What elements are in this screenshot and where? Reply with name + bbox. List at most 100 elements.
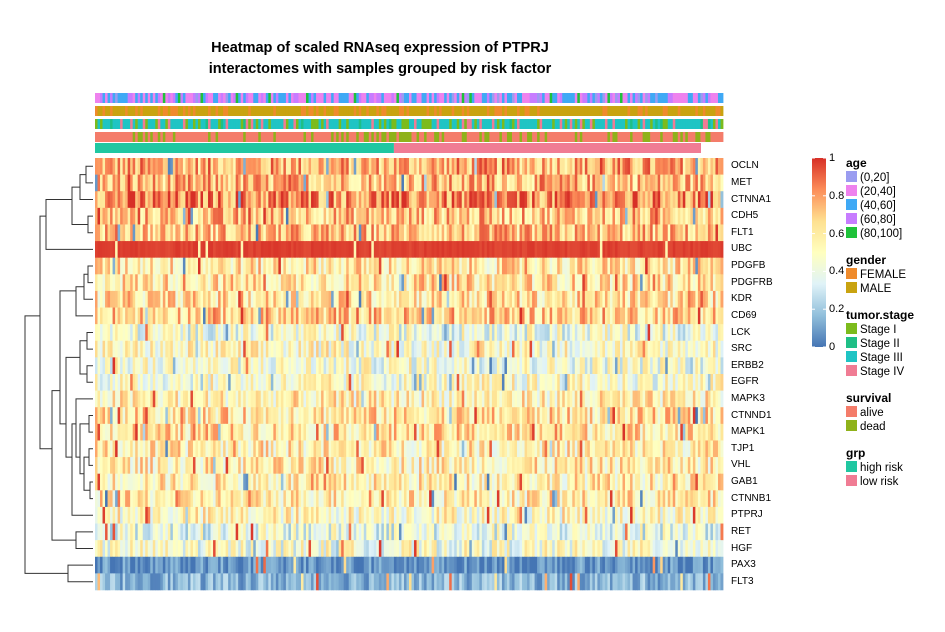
heatmap-cell bbox=[341, 207, 345, 225]
heatmap-cell bbox=[255, 207, 259, 225]
heatmap-cell bbox=[268, 407, 272, 425]
heatmap-cell bbox=[419, 290, 422, 308]
heatmap-cell bbox=[250, 274, 254, 292]
heatmap-cell bbox=[341, 374, 345, 391]
heatmap-cell bbox=[333, 257, 337, 275]
heatmap-cell bbox=[577, 407, 581, 425]
annotation-cell bbox=[263, 106, 267, 116]
heatmap-cell bbox=[263, 340, 267, 358]
heatmap-cell bbox=[157, 390, 161, 408]
heatmap-cell bbox=[647, 158, 651, 175]
heatmap-cell bbox=[170, 274, 174, 292]
annotation-cell bbox=[517, 106, 520, 116]
heatmap-cell bbox=[589, 340, 593, 358]
annotation-cell bbox=[484, 93, 488, 103]
heatmap-cell bbox=[142, 374, 146, 391]
heatmap-cell bbox=[506, 158, 510, 175]
heatmap-cell bbox=[429, 407, 433, 425]
heatmap-cell bbox=[295, 224, 299, 242]
heatmap-cell bbox=[544, 307, 548, 325]
heatmap-cell bbox=[353, 407, 357, 425]
heatmap-cell bbox=[363, 207, 367, 225]
heatmap-cell bbox=[150, 407, 154, 425]
heatmap-cell bbox=[680, 390, 684, 408]
heatmap-cell bbox=[238, 307, 242, 325]
heatmap-cell bbox=[177, 340, 181, 358]
annotation-cell bbox=[228, 119, 232, 129]
heatmap-cell bbox=[609, 374, 613, 391]
heatmap-cell bbox=[672, 207, 676, 225]
heatmap-cell bbox=[620, 290, 623, 308]
heatmap-cell bbox=[434, 407, 438, 425]
annotation-cell bbox=[230, 132, 234, 142]
annotation-cell bbox=[532, 119, 535, 129]
annotation-cell bbox=[248, 119, 252, 129]
heatmap-cell bbox=[424, 390, 427, 408]
annotation-cell bbox=[383, 132, 387, 142]
heatmap-cell bbox=[444, 207, 448, 225]
heatmap-cell bbox=[632, 158, 636, 175]
heatmap-cell bbox=[414, 324, 417, 342]
heatmap-cell bbox=[484, 407, 488, 425]
heatmap-cell bbox=[587, 390, 591, 408]
heatmap-cell bbox=[617, 357, 621, 375]
heatmap-cell bbox=[717, 241, 721, 258]
heatmap-cell bbox=[594, 390, 598, 408]
heatmap-cell bbox=[368, 191, 372, 209]
heatmap-cell bbox=[250, 174, 254, 192]
heatmap-cell bbox=[192, 390, 196, 408]
annotation-cell bbox=[162, 93, 166, 103]
heatmap-cell bbox=[682, 158, 686, 175]
heatmap-cell bbox=[614, 390, 618, 408]
heatmap-cell bbox=[579, 224, 583, 242]
heatmap-cell bbox=[682, 274, 686, 292]
heatmap-cell bbox=[444, 224, 448, 242]
heatmap-cell bbox=[112, 257, 116, 275]
heatmap-cell bbox=[358, 274, 362, 292]
heatmap-cell bbox=[185, 324, 189, 342]
heatmap-cell bbox=[100, 174, 103, 192]
heatmap-cell bbox=[253, 241, 257, 258]
heatmap-cell bbox=[175, 224, 179, 242]
heatmap-cell bbox=[444, 174, 448, 192]
annotation-cell bbox=[293, 132, 297, 142]
heatmap-cell bbox=[695, 241, 699, 258]
heatmap-cell bbox=[316, 174, 319, 192]
heatmap-cell bbox=[682, 324, 686, 342]
annotation-cell bbox=[567, 119, 571, 129]
heatmap-cell bbox=[416, 274, 420, 292]
heatmap-cell bbox=[672, 174, 676, 192]
annotation-cell bbox=[140, 106, 144, 116]
annotation-cell bbox=[509, 106, 513, 116]
heatmap-cell bbox=[700, 324, 704, 342]
heatmap-cell bbox=[238, 274, 242, 292]
heatmap-cell bbox=[371, 158, 375, 175]
heatmap-cell bbox=[635, 274, 638, 292]
heatmap-cell bbox=[182, 340, 186, 358]
heatmap-cell bbox=[213, 407, 216, 425]
heatmap-cell bbox=[640, 174, 644, 192]
heatmap-cell bbox=[170, 191, 174, 209]
annotation-cell bbox=[363, 119, 367, 129]
heatmap-cell bbox=[632, 307, 636, 325]
heatmap-cell bbox=[228, 290, 232, 308]
heatmap-cell bbox=[439, 374, 443, 391]
heatmap-cell bbox=[609, 158, 613, 175]
heatmap-cell bbox=[213, 290, 216, 308]
heatmap-cell bbox=[122, 290, 126, 308]
heatmap-cell bbox=[170, 374, 174, 391]
heatmap-cell bbox=[228, 158, 232, 175]
heatmap-cell bbox=[213, 374, 216, 391]
heatmap-cell bbox=[559, 340, 563, 358]
heatmap-cell bbox=[311, 357, 314, 375]
heatmap-cell bbox=[338, 290, 342, 308]
heatmap-cell bbox=[175, 324, 179, 342]
annotation-cell bbox=[625, 93, 628, 103]
heatmap-cell bbox=[110, 158, 113, 175]
heatmap-cell bbox=[353, 191, 357, 209]
heatmap-cell bbox=[612, 224, 616, 242]
heatmap-cell bbox=[147, 274, 151, 292]
heatmap-cell bbox=[665, 390, 669, 408]
heatmap-cell bbox=[218, 207, 221, 225]
annotation-cell bbox=[406, 132, 410, 142]
